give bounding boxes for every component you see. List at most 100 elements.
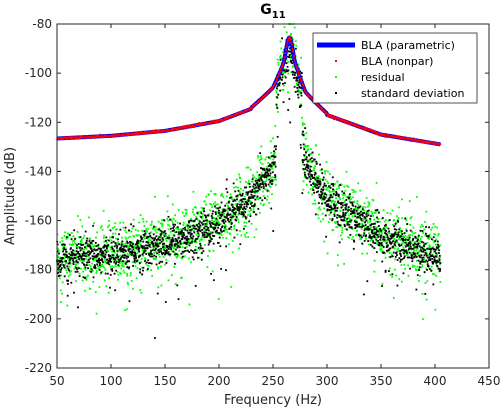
standard-deviation-point [398,228,401,231]
residual-point [107,245,110,248]
bla-nonpar-point [152,131,154,134]
standard-deviation-point [158,251,161,254]
standard-deviation-point [137,246,140,249]
standard-deviation-point [62,264,65,266]
standard-deviation-point [115,269,118,272]
standard-deviation-point [268,168,271,171]
residual-point [311,193,314,196]
residual-point [406,254,409,256]
standard-deviation-point [419,256,421,259]
residual-point [336,226,339,229]
standard-deviation-point [414,236,417,239]
residual-point [262,195,265,197]
residual-point [376,242,379,245]
bla-nonpar-point [285,49,287,51]
residual-point [103,234,105,237]
standard-deviation-point [293,85,296,88]
standard-deviation-point [193,220,196,223]
standard-deviation-point [253,194,256,197]
residual-point [208,225,211,228]
residual-point [148,251,151,254]
standard-deviation-point [104,240,107,242]
standard-deviation-point [299,70,301,73]
residual-point [377,218,380,220]
residual-point [75,280,77,282]
residual-point [257,174,260,177]
standard-deviation-point [400,235,403,238]
residual-point [379,248,381,251]
bla-nonpar-point [143,131,145,134]
standard-deviation-point [415,288,418,291]
standard-deviation-point [259,152,262,155]
standard-deviation-point [430,238,433,241]
standard-deviation-point [333,204,335,207]
bla-nonpar-point [141,130,143,133]
residual-point [319,208,322,211]
standard-deviation-point [408,251,411,254]
standard-deviation-point [130,245,133,248]
bla-nonpar-point [98,133,101,136]
bla-nonpar-point [179,126,181,129]
standard-deviation-point [101,254,104,257]
standard-deviation-point [353,209,356,211]
residual-point [237,213,240,216]
standard-deviation-point [156,245,159,248]
residual-point [134,229,137,231]
standard-deviation-point [282,69,285,72]
bla-nonpar-point [367,129,370,132]
residual-point [238,173,241,176]
residual-point [197,211,200,213]
standard-deviation-point [260,179,263,181]
standard-deviation-point [363,229,366,232]
standard-deviation-point [392,251,395,254]
standard-deviation-point [299,143,302,146]
bla-nonpar-point [300,79,303,82]
standard-deviation-point [293,71,296,74]
standard-deviation-point [391,234,394,236]
bla-nonpar-point [280,67,283,70]
residual-point [146,269,149,271]
standard-deviation-point [86,261,89,264]
legend-swatch-residual [335,76,337,78]
x-tick-label: 100 [100,374,123,388]
residual-point [132,287,135,290]
standard-deviation-point [58,274,61,277]
standard-deviation-point [326,209,329,212]
residual-point [167,219,170,222]
standard-deviation-point [306,164,309,167]
residual-point [91,248,94,251]
residual-point [196,213,199,215]
residual-point [334,222,337,224]
standard-deviation-point [355,210,358,212]
standard-deviation-point [195,238,197,240]
residual-point [205,203,207,206]
residual-point [206,220,209,223]
standard-deviation-point [281,76,284,79]
residual-point [142,236,145,239]
residual-point [339,225,342,228]
residual-point [75,245,78,248]
residual-point [405,254,408,256]
standard-deviation-point [145,244,147,247]
standard-deviation-point [230,222,233,224]
residual-point [293,26,296,29]
standard-deviation-point [89,246,92,248]
bla-nonpar-point [112,134,114,137]
standard-deviation-point [69,258,72,261]
standard-deviation-point [315,191,318,194]
residual-point [130,240,133,243]
standard-deviation-point [279,77,282,80]
standard-deviation-point [141,245,144,248]
standard-deviation-point [74,237,77,240]
bla-nonpar-point [263,95,266,98]
standard-deviation-point [117,256,120,258]
residual-point [160,265,162,268]
standard-deviation-point [285,68,288,71]
standard-deviation-point [116,245,119,248]
bla-nonpar-point [271,86,274,89]
residual-point [161,225,164,228]
standard-deviation-point [413,246,416,249]
residual-point [211,270,214,273]
standard-deviation-point [423,271,426,274]
residual-point [70,231,73,234]
